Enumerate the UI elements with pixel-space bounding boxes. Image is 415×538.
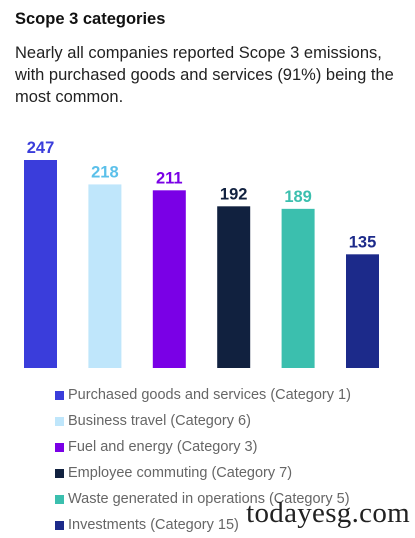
legend-item: Employee commuting (Category 7) — [55, 460, 351, 486]
chart-title: Scope 3 categories — [15, 10, 166, 28]
legend-item: Fuel and energy (Category 3) — [55, 434, 351, 460]
chart-subtitle: Nearly all companies reported Scope 3 em… — [15, 44, 394, 106]
legend-label: Fuel and energy (Category 3) — [68, 439, 258, 455]
bar — [152, 190, 186, 368]
bar-value-label: 218 — [91, 163, 119, 181]
bar — [346, 254, 379, 368]
legend-swatch — [55, 520, 64, 530]
legend-item: Business travel (Category 6) — [55, 408, 351, 434]
legend-label: Purchased goods and services (Category 1… — [68, 387, 351, 403]
bar-value-label: 192 — [220, 185, 248, 203]
legend-swatch — [55, 494, 64, 504]
legend-swatch — [55, 442, 64, 452]
legend-item: Investments (Category 15) — [55, 512, 351, 538]
bar-chart: 247 218 211 192 189 135 — [24, 139, 379, 368]
legend-item: Waste generated in operations (Category … — [55, 486, 351, 512]
legend-label: Employee commuting (Category 7) — [68, 465, 293, 481]
legend-swatch — [55, 416, 64, 426]
bar — [281, 208, 315, 368]
bar-value-label: 211 — [156, 169, 183, 187]
legend-label: Waste generated in operations (Category … — [68, 491, 350, 507]
bar-value-label: 135 — [349, 233, 377, 251]
bar — [24, 160, 57, 368]
legend-swatch — [55, 468, 64, 478]
legend-swatch — [55, 390, 64, 400]
bar — [88, 184, 122, 368]
legend-label: Business travel (Category 6) — [68, 413, 251, 429]
bar-value-label: 189 — [284, 188, 312, 206]
watermark-text: todayesg.com — [246, 497, 410, 529]
bar — [217, 206, 251, 368]
legend-item: Purchased goods and services (Category 1… — [55, 382, 351, 408]
bar-value-label: 247 — [27, 139, 55, 157]
legend-label: Investments (Category 15) — [68, 517, 239, 533]
chart-legend: Purchased goods and services (Category 1… — [55, 382, 351, 538]
